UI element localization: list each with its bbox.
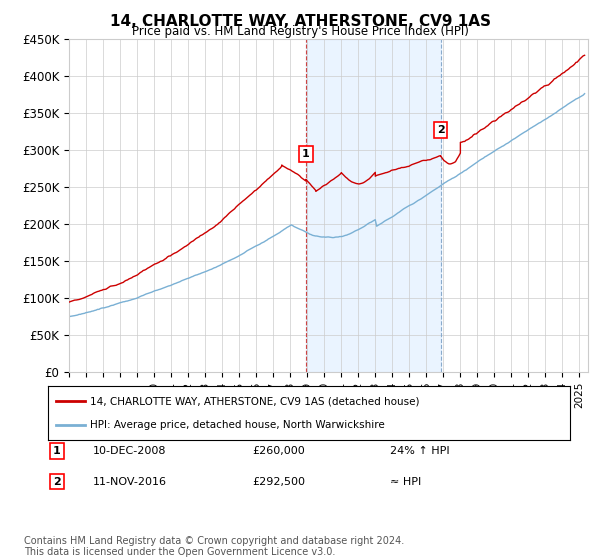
Text: £260,000: £260,000 (252, 446, 305, 456)
Text: 10-DEC-2008: 10-DEC-2008 (93, 446, 167, 456)
Text: 1: 1 (302, 149, 310, 159)
Text: ≈ HPI: ≈ HPI (390, 477, 421, 487)
Text: 11-NOV-2016: 11-NOV-2016 (93, 477, 167, 487)
Text: 14, CHARLOTTE WAY, ATHERSTONE, CV9 1AS: 14, CHARLOTTE WAY, ATHERSTONE, CV9 1AS (110, 14, 491, 29)
Text: £292,500: £292,500 (252, 477, 305, 487)
Bar (306, 39, 441, 372)
Text: 1: 1 (53, 446, 61, 456)
Text: 14, CHARLOTTE WAY, ATHERSTONE, CV9 1AS (detached house): 14, CHARLOTTE WAY, ATHERSTONE, CV9 1AS (… (90, 396, 419, 407)
Text: 2: 2 (53, 477, 61, 487)
Text: HPI: Average price, detached house, North Warwickshire: HPI: Average price, detached house, Nort… (90, 419, 385, 430)
Text: 2: 2 (437, 125, 445, 135)
Text: Price paid vs. HM Land Registry's House Price Index (HPI): Price paid vs. HM Land Registry's House … (131, 25, 469, 38)
Text: 24% ↑ HPI: 24% ↑ HPI (390, 446, 449, 456)
Text: Contains HM Land Registry data © Crown copyright and database right 2024.
This d: Contains HM Land Registry data © Crown c… (24, 535, 404, 557)
